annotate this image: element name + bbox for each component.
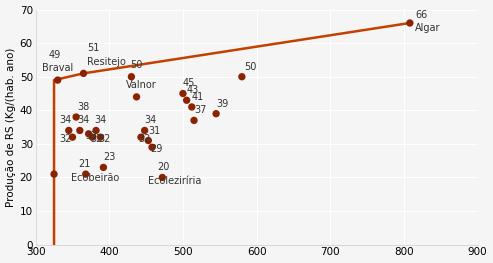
Text: 51: 51 xyxy=(87,43,100,53)
Point xyxy=(85,132,93,136)
Point xyxy=(158,175,166,180)
Text: 41: 41 xyxy=(192,92,204,102)
Point xyxy=(97,135,105,139)
Text: 23: 23 xyxy=(104,152,116,162)
Text: 49: 49 xyxy=(49,50,61,60)
Point xyxy=(212,112,220,116)
Text: 50: 50 xyxy=(130,60,142,70)
Point xyxy=(238,75,246,79)
Text: 21: 21 xyxy=(78,159,91,169)
Text: 32: 32 xyxy=(139,134,151,144)
Point xyxy=(50,172,58,176)
Text: Ecoleziríria: Ecoleziríria xyxy=(147,176,201,186)
Text: 31: 31 xyxy=(148,125,161,135)
Text: Valnor: Valnor xyxy=(126,80,157,90)
Text: 45: 45 xyxy=(183,78,195,88)
Point xyxy=(79,71,87,75)
Point xyxy=(188,105,196,109)
Point xyxy=(144,138,152,143)
Text: 39: 39 xyxy=(216,99,228,109)
Point xyxy=(88,135,96,139)
Text: 32: 32 xyxy=(90,134,103,144)
Text: 29: 29 xyxy=(150,144,162,154)
Text: 66: 66 xyxy=(415,10,427,20)
Text: 38: 38 xyxy=(77,102,90,112)
Text: 34: 34 xyxy=(95,115,107,125)
Point xyxy=(76,128,84,133)
Text: 37: 37 xyxy=(194,105,207,115)
Text: 34: 34 xyxy=(59,115,71,125)
Point xyxy=(133,95,141,99)
Point xyxy=(82,172,90,176)
Text: 33: 33 xyxy=(86,130,98,140)
Text: 34: 34 xyxy=(144,115,157,125)
Point xyxy=(406,21,414,25)
Point xyxy=(148,145,156,149)
Text: 50: 50 xyxy=(244,62,256,72)
Text: 32: 32 xyxy=(98,134,110,144)
Point xyxy=(137,135,145,139)
Point xyxy=(54,78,62,82)
Text: 43: 43 xyxy=(187,85,199,95)
Point xyxy=(190,118,198,123)
Text: Braval: Braval xyxy=(41,63,73,73)
Text: 32: 32 xyxy=(59,134,71,144)
Point xyxy=(179,92,187,96)
Point xyxy=(65,128,73,133)
Text: 34: 34 xyxy=(77,115,90,125)
Point xyxy=(128,75,136,79)
Point xyxy=(141,128,148,133)
Text: Resitejo: Resitejo xyxy=(87,57,126,67)
Text: Algar: Algar xyxy=(415,23,441,33)
Point xyxy=(183,98,191,102)
Y-axis label: Produção de RS (Kg/(hab. ano): Produção de RS (Kg/(hab. ano) xyxy=(5,47,16,207)
Point xyxy=(72,115,80,119)
Text: 20: 20 xyxy=(157,163,170,173)
Point xyxy=(100,165,107,170)
Point xyxy=(69,135,76,139)
Text: Ecobeirão: Ecobeirão xyxy=(71,173,119,183)
Point xyxy=(92,128,100,133)
